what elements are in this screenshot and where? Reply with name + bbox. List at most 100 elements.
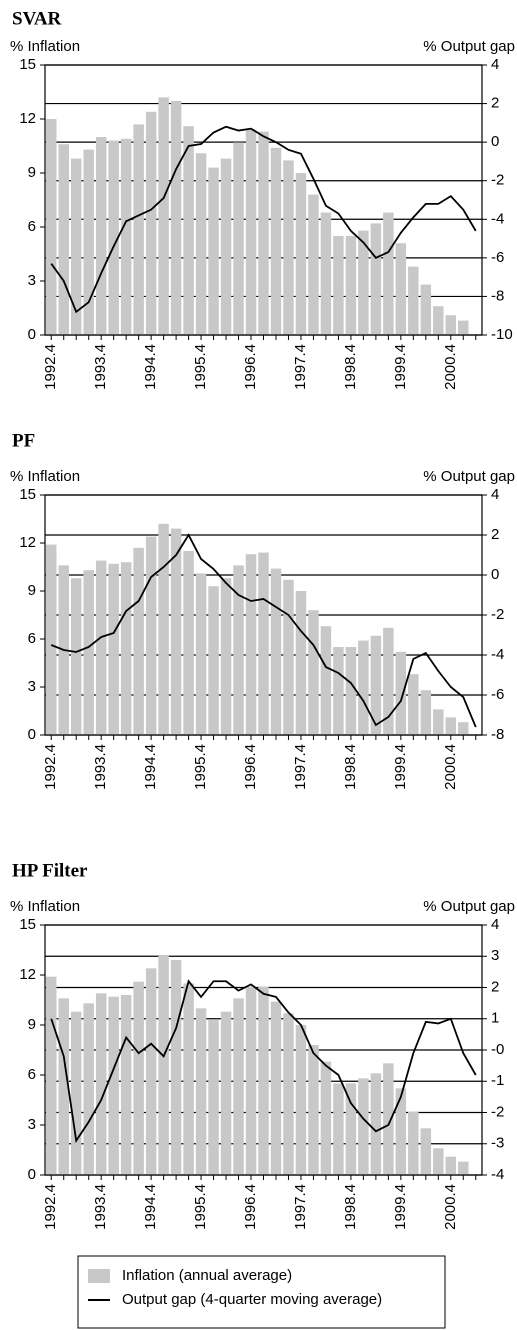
y2-tick-label: 0	[491, 566, 499, 583]
x-tick-label: 1997.4	[292, 344, 309, 390]
bar	[433, 1148, 444, 1175]
y2-tick-label: -2	[491, 1103, 504, 1120]
bar	[445, 315, 457, 335]
x-tick-label: 1992.4	[42, 744, 59, 790]
bar	[383, 212, 394, 335]
bar	[208, 1020, 219, 1175]
bar	[83, 570, 94, 735]
bar	[158, 97, 169, 336]
panel-title: HP Filter	[12, 860, 88, 881]
bar	[420, 690, 432, 735]
bar	[295, 591, 307, 735]
x-tick-label: 1994.4	[142, 1184, 159, 1230]
x-tick-label: 1999.4	[392, 744, 409, 790]
bar	[395, 1088, 407, 1175]
bar	[408, 674, 419, 735]
y2-tick-label: -2	[491, 606, 504, 623]
bar	[270, 1001, 282, 1175]
bar	[245, 554, 257, 735]
bar	[333, 647, 344, 735]
bar	[420, 284, 432, 335]
bar	[295, 1025, 307, 1175]
x-tick-label: 1996.4	[242, 344, 259, 390]
bar	[245, 129, 257, 335]
bar	[333, 1083, 344, 1175]
x-tick-label: 1999.4	[392, 1184, 409, 1230]
bar	[145, 536, 157, 735]
x-tick-label: 1993.4	[92, 344, 109, 390]
legend-box	[77, 1255, 446, 1329]
bar	[308, 610, 319, 735]
y-axis-label: % Inflation	[10, 898, 80, 915]
bar	[370, 223, 382, 335]
y-tick-label: 3	[28, 272, 36, 289]
bar	[408, 1111, 419, 1175]
bar	[108, 563, 119, 735]
bar	[45, 119, 57, 335]
x-tick-label: 2000.4	[442, 344, 459, 390]
bar	[208, 586, 219, 735]
bar	[145, 968, 157, 1175]
y2-tick-label: 4	[491, 486, 499, 503]
panel-title: SVAR	[12, 8, 62, 29]
bar	[245, 986, 257, 1175]
bar	[370, 1073, 382, 1175]
bar	[58, 144, 69, 335]
bar	[83, 1003, 94, 1175]
bar	[170, 101, 182, 335]
x-tick-label: 1992.4	[42, 1184, 59, 1230]
bar	[258, 986, 269, 1175]
bar	[220, 158, 232, 335]
bar	[383, 1063, 394, 1175]
bar	[208, 167, 219, 335]
bar	[445, 1156, 457, 1175]
y-tick-label: 15	[19, 916, 36, 933]
y2-tick-label: 4	[491, 916, 499, 933]
bar	[95, 560, 107, 735]
bar	[145, 111, 157, 335]
bar	[95, 993, 107, 1175]
y2-tick-label: -0	[491, 1041, 504, 1058]
bar	[433, 306, 444, 335]
bar	[108, 140, 119, 335]
bar	[358, 1078, 369, 1175]
bar	[170, 528, 182, 735]
bar	[158, 523, 169, 735]
y2-tick-label: -10	[491, 326, 513, 343]
bar	[308, 1045, 319, 1175]
bar	[458, 1161, 469, 1175]
x-tick-label: 1993.4	[92, 1184, 109, 1230]
bar	[220, 578, 232, 735]
bar	[445, 717, 457, 735]
bar	[220, 1011, 232, 1175]
y2-tick-label: 2	[491, 978, 499, 995]
y2-tick-label: -8	[491, 287, 504, 304]
bar	[170, 960, 182, 1175]
y-tick-label: 15	[19, 56, 36, 73]
bar	[270, 147, 282, 335]
bar	[195, 153, 207, 335]
line	[50, 979, 477, 1144]
x-tick-label: 1995.4	[192, 1184, 209, 1230]
bar	[395, 651, 407, 735]
x-tick-label: 2000.4	[442, 744, 459, 790]
bar	[70, 158, 82, 335]
panel-title: PF	[12, 430, 35, 451]
y2-tick-label: -3	[491, 1135, 504, 1152]
y-tick-label: 12	[19, 966, 36, 983]
bar	[58, 998, 69, 1175]
bar	[345, 236, 357, 335]
bar	[108, 996, 119, 1175]
y-tick-label: 6	[28, 1066, 36, 1083]
bar	[183, 983, 194, 1175]
x-tick-label: 1997.4	[292, 1184, 309, 1230]
y2-tick-label: -1	[491, 1072, 504, 1089]
y2-tick-label: -4	[491, 210, 504, 227]
bar	[358, 230, 369, 335]
y2-tick-label: -2	[491, 172, 504, 189]
bar	[133, 981, 144, 1175]
y2-tick-label: -6	[491, 686, 504, 703]
y-tick-label: 3	[28, 678, 36, 695]
x-tick-label: 1994.4	[142, 344, 159, 390]
